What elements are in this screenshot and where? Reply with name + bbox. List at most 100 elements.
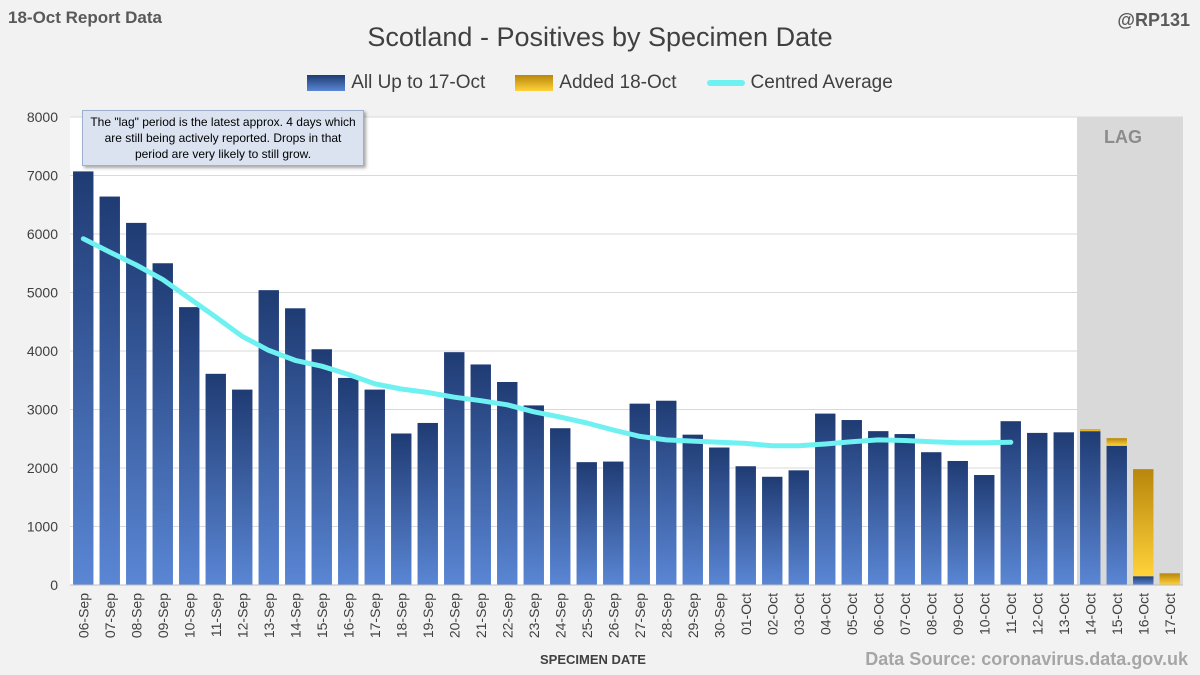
x-tick-label: 24-Sep — [552, 593, 568, 638]
x-tick-label: 22-Sep — [499, 593, 515, 638]
bar-all — [391, 433, 412, 585]
x-tick-label: 05-Oct — [844, 593, 860, 635]
y-tick-label: 7000 — [27, 168, 58, 184]
y-tick-label: 6000 — [27, 226, 58, 242]
bar-all — [1053, 432, 1074, 585]
x-tick-label: 17-Oct — [1162, 593, 1178, 635]
bar-added — [1080, 429, 1101, 432]
bar-all — [841, 420, 862, 585]
x-axis-ticks: 06-Sep 07-Sep 08-Sep 09-Sep 10-Sep 11-Sep 12-S… — [75, 593, 1178, 638]
x-tick-label: 09-Sep — [155, 593, 171, 638]
x-tick-label: 14-Oct — [1082, 593, 1098, 635]
bar-added — [1106, 438, 1127, 446]
y-tick-label: 2000 — [27, 460, 58, 476]
lag-annotation: The "lag" period is the latest approx. 4… — [82, 110, 364, 166]
bar-all — [629, 403, 650, 585]
bar-all — [126, 222, 147, 585]
chart-title: Scotland - Positives by Specimen Date — [367, 22, 833, 52]
bar-all — [815, 413, 836, 585]
bar-all — [285, 308, 306, 585]
bar-all — [523, 405, 544, 585]
bar-all — [1106, 445, 1127, 585]
x-tick-label: 10-Sep — [181, 593, 197, 638]
y-tick-label: 8000 — [27, 109, 58, 125]
bar-all — [656, 400, 677, 585]
x-tick-label: 07-Oct — [897, 593, 913, 635]
bar-all — [576, 462, 597, 585]
report-label: 18-Oct Report Data — [8, 8, 162, 27]
legend-swatch-blue — [307, 75, 346, 91]
bar-all — [894, 434, 915, 585]
x-tick-label: 06-Oct — [870, 593, 886, 635]
average-line-group — [80, 236, 1014, 449]
bar-all — [99, 196, 120, 585]
x-tick-label: 01-Oct — [738, 593, 754, 635]
bar-all — [73, 171, 94, 585]
x-tick-label: 12-Oct — [1029, 593, 1045, 635]
bar-all — [1133, 576, 1154, 585]
bar-all — [470, 364, 491, 585]
legend: All Up to 17-Oct Added 18-Oct Centred Av… — [0, 72, 1200, 94]
x-tick-label: 16-Sep — [340, 593, 356, 638]
x-tick-label: 11-Sep — [208, 593, 224, 637]
x-tick-label: 13-Sep — [261, 593, 277, 638]
x-tick-label: 17-Sep — [367, 593, 383, 638]
legend-label-all: All Up to 17-Oct — [351, 72, 486, 93]
legend-item-all: All Up to 17-Oct — [307, 72, 485, 94]
bar-all — [868, 431, 889, 585]
x-tick-label: 16-Oct — [1135, 593, 1151, 635]
bar-all — [152, 263, 173, 585]
bar-added — [1159, 573, 1180, 585]
author-handle: @RP131 — [1117, 10, 1190, 30]
bar-added — [1133, 469, 1154, 577]
x-tick-label: 07-Sep — [102, 593, 118, 638]
lag-label: LAG — [1104, 127, 1142, 147]
bar-all — [338, 377, 359, 585]
bar-all — [735, 466, 756, 585]
legend-label-average: Centred Average — [750, 72, 893, 93]
bar-all — [1080, 431, 1101, 585]
bar-all — [762, 476, 783, 585]
x-tick-label: 15-Sep — [314, 593, 330, 638]
average-line — [80, 236, 1014, 449]
x-tick-label: 04-Oct — [817, 593, 833, 635]
bar-all — [258, 290, 279, 585]
x-tick-label: 27-Sep — [632, 593, 648, 638]
bar-all — [947, 460, 968, 585]
bar-all — [232, 389, 253, 585]
legend-item-average: Centred Average — [706, 72, 893, 94]
x-axis-title: SPECIMEN DATE — [540, 652, 646, 667]
data-source: Data Source: coronavirus.data.gov.uk — [865, 649, 1188, 669]
y-axis-ticks: 0 1000 2000 3000 4000 5000 6000 7000 8000 — [27, 109, 58, 593]
y-tick-label: 0 — [50, 577, 58, 593]
x-tick-label: 20-Sep — [446, 593, 462, 638]
gridlines — [70, 116, 1183, 586]
bar-all — [311, 349, 332, 585]
x-tick-label: 30-Sep — [711, 593, 727, 638]
x-tick-label: 11-Oct — [1003, 593, 1019, 634]
y-tick-label: 3000 — [27, 402, 58, 418]
x-tick-label: 12-Sep — [234, 593, 250, 638]
x-tick-label: 18-Sep — [393, 593, 409, 638]
bar-all — [974, 475, 995, 585]
x-tick-label: 21-Sep — [473, 593, 489, 638]
x-tick-label: 29-Sep — [685, 593, 701, 638]
x-tick-label: 26-Sep — [605, 593, 621, 638]
bar-all — [417, 422, 438, 585]
x-tick-label: 09-Oct — [950, 593, 966, 635]
bar-all — [444, 352, 465, 585]
legend-swatch-gold — [515, 75, 554, 91]
bar-all — [179, 307, 200, 585]
x-tick-label: 14-Sep — [287, 593, 303, 638]
bar-all — [921, 452, 942, 585]
bar-all — [364, 389, 385, 585]
bar-all — [682, 434, 703, 585]
bar-all — [603, 461, 624, 585]
x-tick-label: 13-Oct — [1056, 593, 1072, 635]
x-tick-label: 08-Sep — [128, 593, 144, 638]
bar-all — [788, 470, 809, 585]
y-tick-label: 4000 — [27, 343, 58, 359]
y-tick-label: 1000 — [27, 519, 58, 535]
x-tick-label: 28-Sep — [658, 593, 674, 638]
